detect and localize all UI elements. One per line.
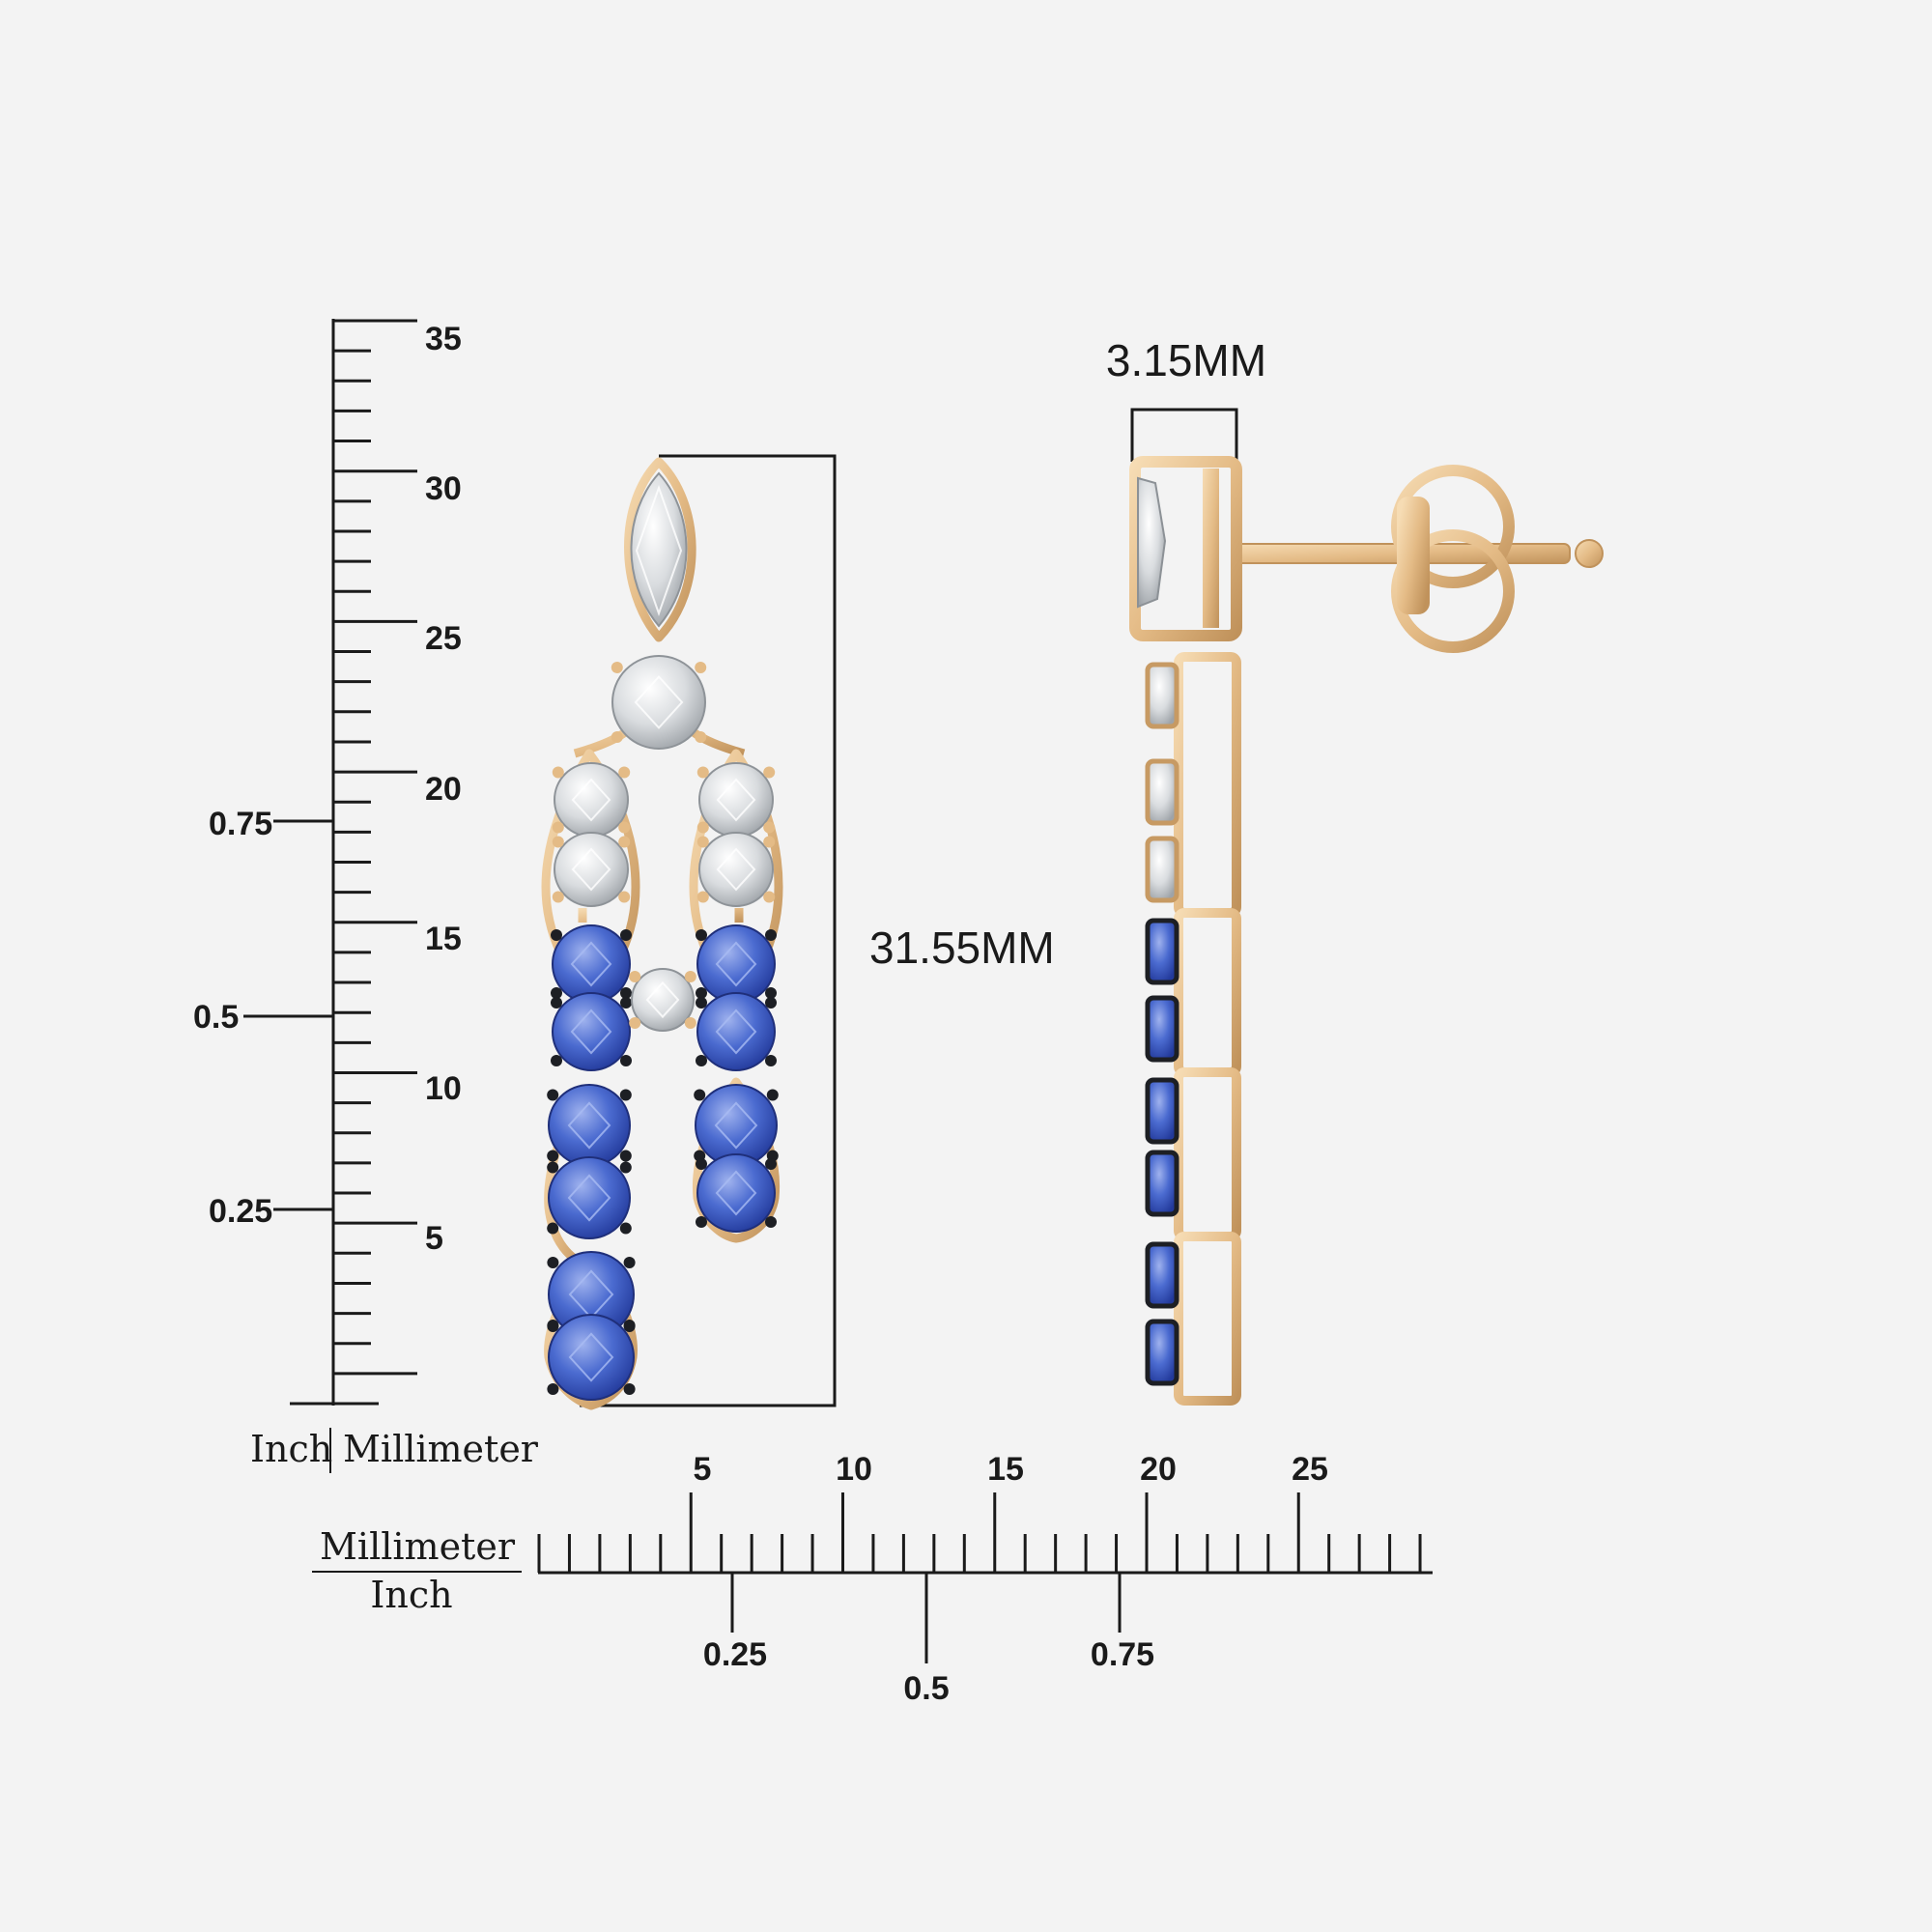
vr-unit-millimeter: Millimeter bbox=[343, 1428, 539, 1470]
horizontal-ruler-inch-labels: 0.25 0.5 0.75 bbox=[703, 1636, 1154, 1707]
side-diamond bbox=[1145, 836, 1179, 903]
horizontal-ruler: 5 10 15 20 25 0.25 0.5 0.75 Millimeter I… bbox=[312, 1451, 1433, 1707]
horizontal-ruler-mm-ticks bbox=[537, 1492, 1422, 1573]
side-sapphire bbox=[1145, 1319, 1179, 1386]
side-sapphire bbox=[1145, 1241, 1179, 1309]
vertical-ruler-mm-labels: 35 30 25 20 15 10 5 bbox=[425, 321, 462, 1257]
marquise-diamond bbox=[630, 471, 688, 628]
vertical-ruler-mm-ticks bbox=[333, 319, 417, 1406]
vr-mm-label-5: 5 bbox=[425, 1220, 443, 1257]
diamond-stone bbox=[629, 968, 696, 1032]
sapphire-stone bbox=[696, 1153, 777, 1233]
hr-mm-label-10: 10 bbox=[836, 1451, 872, 1488]
vr-mm-label-15: 15 bbox=[425, 921, 462, 957]
hr-unit-millimeter: Millimeter bbox=[320, 1525, 516, 1568]
sapphire-stone bbox=[551, 924, 632, 1004]
butterfly-back bbox=[1391, 465, 1515, 653]
horizontal-ruler-inch-ticks bbox=[730, 1573, 1122, 1663]
sapphire-stone bbox=[547, 1156, 632, 1239]
horizontal-ruler-mm-labels: 5 10 15 20 25 bbox=[694, 1451, 1328, 1488]
front-stones bbox=[547, 471, 779, 1401]
earring-side-view bbox=[1129, 456, 1604, 1406]
side-diamond bbox=[1145, 662, 1179, 729]
hr-inch-label-025: 0.25 bbox=[703, 1636, 767, 1673]
sapphire-stone bbox=[547, 1084, 632, 1167]
vertical-ruler-inch-ticks bbox=[243, 819, 333, 1211]
length-dimension: 31.55MM bbox=[580, 454, 1055, 1407]
side-sapphire bbox=[1145, 918, 1179, 985]
hr-mm-label-25: 25 bbox=[1292, 1451, 1328, 1488]
sapphire-stone bbox=[696, 992, 777, 1071]
hr-inch-label-075: 0.75 bbox=[1091, 1636, 1154, 1673]
length-bracket bbox=[580, 454, 837, 1407]
side-sapphire bbox=[1145, 1077, 1179, 1145]
side-stones bbox=[1145, 662, 1179, 1386]
side-top-bezel bbox=[1129, 456, 1242, 641]
diamond-stone bbox=[552, 832, 631, 907]
vr-mm-label-35: 35 bbox=[425, 321, 462, 357]
hr-inch-label-05: 0.5 bbox=[903, 1670, 949, 1707]
hr-mm-label-15: 15 bbox=[987, 1451, 1024, 1488]
sapphire-stone bbox=[551, 992, 632, 1071]
side-sapphire bbox=[1145, 995, 1179, 1063]
vr-inch-label-05: 0.5 bbox=[193, 999, 239, 1036]
vr-unit-inch: Inch bbox=[250, 1428, 332, 1470]
side-sapphire bbox=[1145, 1150, 1179, 1217]
vr-mm-label-25: 25 bbox=[425, 620, 462, 657]
sapphire-stone bbox=[696, 924, 777, 1004]
width-dimension-label: 3.15MM bbox=[1106, 335, 1266, 385]
diamond-stone bbox=[696, 832, 776, 907]
diamond-stone bbox=[696, 762, 776, 838]
sapphire-stone bbox=[694, 1084, 779, 1167]
vr-inch-label-025: 0.25 bbox=[209, 1193, 272, 1230]
vertical-ruler: 35 30 25 20 15 10 5 0.75 0.5 0.25 Inch M… bbox=[193, 319, 539, 1473]
vr-mm-label-10: 10 bbox=[425, 1070, 462, 1107]
sapphire-stone bbox=[547, 1314, 636, 1401]
diamond-stone bbox=[611, 655, 707, 750]
length-dimension-label: 31.55MM bbox=[869, 923, 1055, 973]
vertical-ruler-inch-labels: 0.75 0.5 0.25 bbox=[193, 806, 272, 1230]
earring-front-view bbox=[541, 457, 783, 1410]
diamond-stone bbox=[552, 762, 631, 838]
side-diamond bbox=[1145, 758, 1179, 826]
hr-mm-label-5: 5 bbox=[694, 1451, 712, 1488]
vr-mm-label-30: 30 bbox=[425, 470, 462, 507]
vr-inch-label-075: 0.75 bbox=[209, 806, 272, 842]
hr-mm-label-20: 20 bbox=[1140, 1451, 1177, 1488]
vr-mm-label-20: 20 bbox=[425, 771, 462, 808]
hr-unit-inch: Inch bbox=[370, 1574, 452, 1616]
